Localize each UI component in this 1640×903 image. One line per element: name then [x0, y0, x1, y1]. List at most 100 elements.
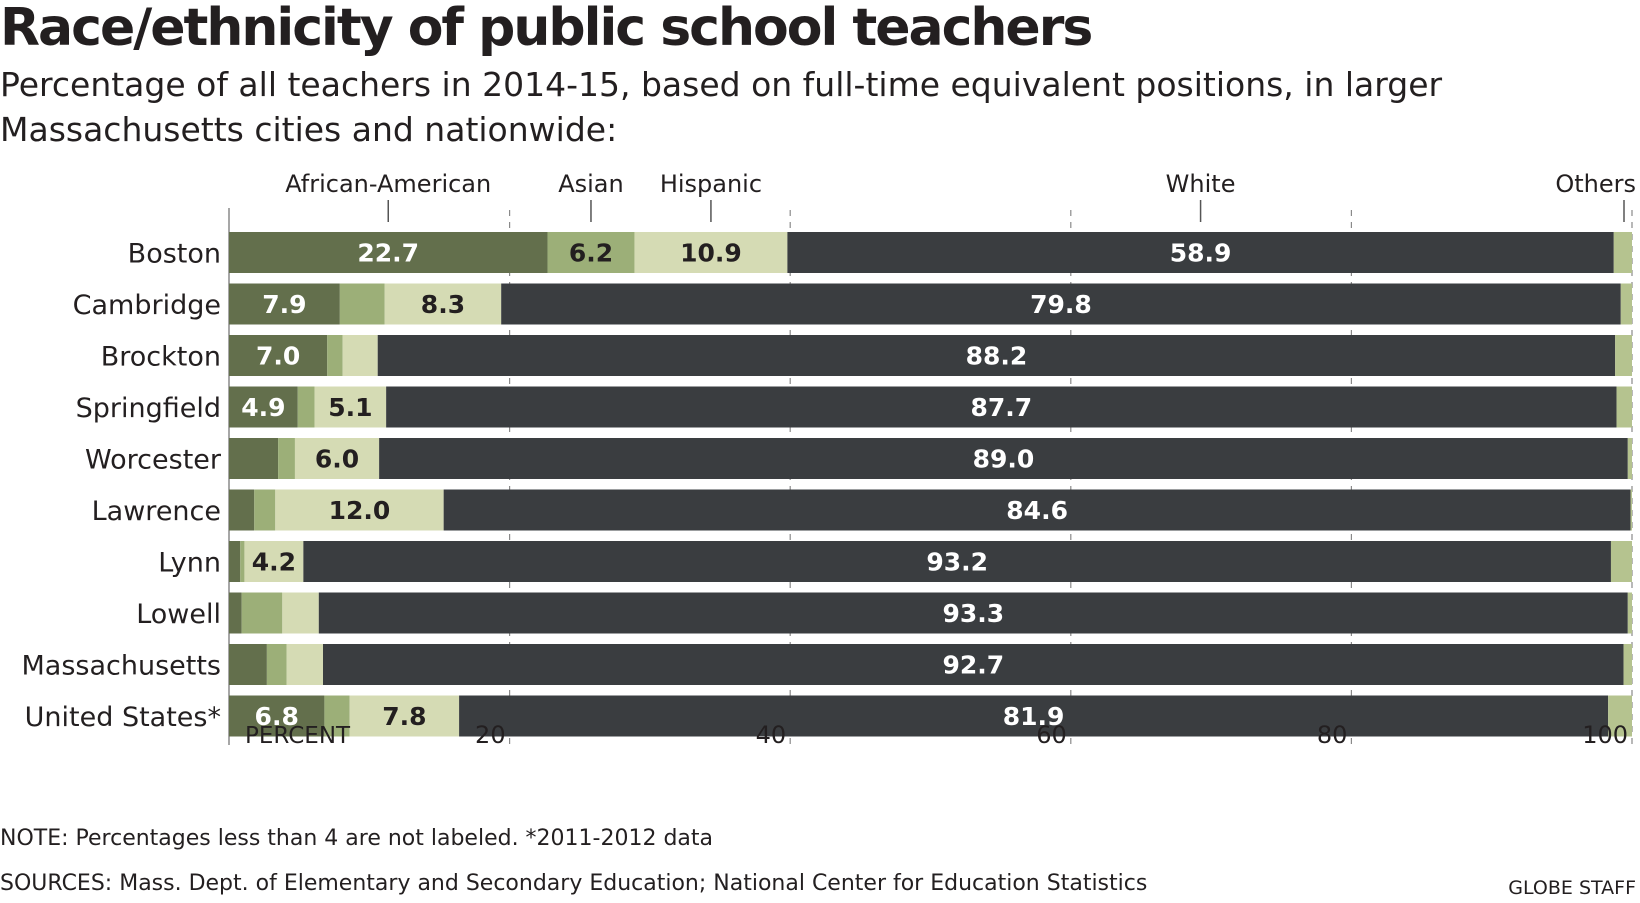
data-label-united-states-hispanic: 7.8	[382, 702, 426, 731]
bar-lawrence-asian	[254, 489, 276, 531]
x-tick-label-100: 100	[1582, 721, 1628, 749]
bar-boston-african-american	[229, 232, 548, 273]
bar-cambridge-asian	[339, 283, 385, 325]
bar-massachusetts-others	[1623, 644, 1632, 685]
bar-worcester-others	[1627, 438, 1632, 479]
data-label-cambridge-white: 79.8	[1030, 290, 1092, 319]
bar-worcester-asian	[278, 438, 295, 479]
bar-brockton-others	[1615, 335, 1632, 376]
category-label-brockton: Brockton	[101, 342, 221, 373]
bar-brockton-white	[377, 335, 1616, 376]
legend-label-asian: Asian	[558, 170, 624, 198]
bar-brockton-asian	[327, 335, 343, 376]
data-label-springfield-african-american: 4.9	[241, 393, 285, 422]
category-label-lynn: Lynn	[158, 548, 221, 579]
bar-lowell-hispanic	[282, 592, 319, 634]
category-label-springfield: Springfield	[76, 393, 221, 424]
data-label-boston-african-american: 22.7	[357, 239, 419, 268]
chart-title: Race/ethnicity of public school teachers	[0, 0, 1093, 58]
bar-cambridge-white	[501, 283, 1621, 325]
bar-massachusetts-african-american	[229, 644, 267, 685]
bar-massachusetts-asian	[266, 644, 287, 685]
bar-united-states-african-american	[229, 695, 325, 737]
data-label-springfield-hispanic: 5.1	[328, 393, 372, 422]
data-label-brockton-african-american: 7.0	[256, 342, 300, 371]
data-label-massachusetts-white: 92.7	[942, 651, 1004, 680]
data-label-lynn-hispanic: 4.2	[252, 548, 296, 577]
bar-springfield-others	[1616, 386, 1632, 428]
bar-lynn-african-american	[229, 541, 241, 582]
legend-label-hispanic: Hispanic	[660, 170, 762, 198]
category-label-united-states: United States*	[25, 702, 221, 733]
data-label-boston-hispanic: 10.9	[680, 239, 742, 268]
data-label-boston-asian: 6.2	[569, 239, 613, 268]
chart-sources: SOURCES: Mass. Dept. of Elementary and S…	[0, 871, 1148, 896]
x-tick-label-40: 40	[756, 721, 787, 749]
x-tick-label-80: 80	[1317, 721, 1348, 749]
legend-label-african-american: African-American	[285, 170, 491, 198]
bar-cambridge-african-american	[229, 283, 340, 325]
data-label-worcester-white: 89.0	[973, 445, 1035, 474]
bar-united-states-others	[1608, 695, 1632, 737]
data-label-springfield-white: 87.7	[971, 393, 1033, 422]
bar-worcester-hispanic	[294, 438, 380, 479]
bar-united-states-asian	[324, 695, 350, 737]
category-label-lawrence: Lawrence	[92, 496, 221, 527]
bar-lawrence-others	[1630, 489, 1632, 531]
data-label-worcester-hispanic: 6.0	[315, 445, 359, 474]
chart-subtitle: Percentage of all teachers in 2014-15, b…	[0, 65, 1443, 149]
data-label-cambridge-hispanic: 8.3	[421, 290, 465, 319]
bar-brockton-hispanic	[342, 335, 378, 376]
bar-united-states-white	[459, 695, 1609, 737]
bar-united-states-hispanic	[349, 695, 460, 737]
chart-credit: GLOBE STAFF	[1508, 877, 1636, 899]
bar-worcester-african-american	[229, 438, 279, 479]
bar-lawrence-white	[443, 489, 1631, 531]
x-axis-label: PERCENT	[245, 723, 351, 749]
data-label-brockton-white: 88.2	[966, 342, 1028, 371]
bar-lowell-african-american	[229, 592, 242, 634]
bar-springfield-african-american	[229, 386, 298, 428]
data-label-cambridge-african-american: 7.9	[262, 290, 306, 319]
x-tick-label-20: 20	[475, 721, 506, 749]
bar-springfield-white	[386, 386, 1617, 428]
bar-springfield-hispanic	[314, 386, 387, 428]
category-label-cambridge: Cambridge	[73, 290, 221, 321]
bar-lawrence-hispanic	[275, 489, 444, 531]
bar-lowell-white	[318, 592, 1628, 634]
bar-worcester-white	[379, 438, 1628, 479]
bar-cambridge-hispanic	[384, 283, 502, 325]
data-label-united-states-white: 81.9	[1003, 702, 1065, 731]
data-label-united-states-african-american: 6.8	[255, 702, 299, 731]
chart-note: NOTE: Percentages less than 4 are not la…	[0, 826, 714, 851]
legend-label-others: Others	[1555, 170, 1636, 198]
bar-cambridge-others	[1620, 283, 1632, 325]
category-label-worcester: Worcester	[85, 445, 222, 476]
bar-lowell-asian	[241, 592, 283, 634]
bar-boston-asian	[547, 232, 635, 273]
legend-label-white: White	[1166, 170, 1236, 198]
stacked-bar-chart: 22.7 6.2 10.9 58.9 Boston 7.9 8.3 79.8 Cambridge…	[21, 170, 1636, 749]
bar-springfield-asian	[297, 386, 315, 428]
bar-lynn-asian	[240, 541, 245, 582]
bar-lynn-hispanic	[244, 541, 304, 582]
x-tick-label-60: 60	[1036, 721, 1067, 749]
category-label-lowell: Lowell	[136, 599, 221, 630]
category-label-massachusetts: Massachusetts	[21, 651, 221, 682]
bar-lawrence-african-american	[229, 489, 255, 531]
bar-lowell-others	[1627, 592, 1632, 634]
bar-boston-hispanic	[634, 232, 788, 273]
bar-lynn-white	[303, 541, 1611, 582]
data-label-lynn-white: 93.2	[926, 548, 988, 577]
data-label-lawrence-white: 84.6	[1006, 496, 1068, 525]
data-label-boston-white: 58.9	[1170, 239, 1232, 268]
bar-massachusetts-hispanic	[286, 644, 324, 685]
bar-lynn-others	[1610, 541, 1632, 582]
data-label-lawrence-hispanic: 12.0	[329, 496, 391, 525]
category-label-boston: Boston	[128, 239, 221, 270]
bar-massachusetts-white	[323, 644, 1624, 685]
data-label-lowell-white: 93.3	[942, 599, 1004, 628]
bar-boston-white	[787, 232, 1614, 273]
bar-brockton-african-american	[229, 335, 328, 376]
bar-boston-others	[1613, 232, 1632, 273]
